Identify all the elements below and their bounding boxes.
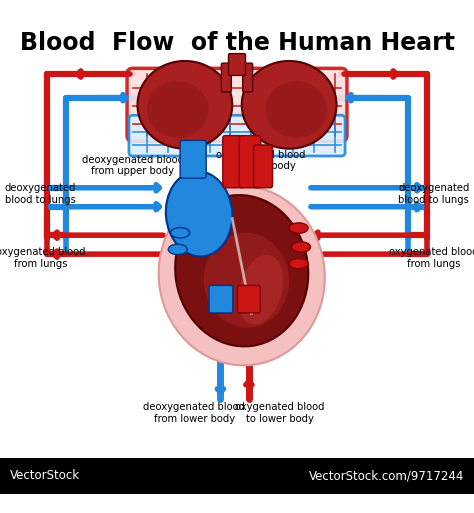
Text: deoxygenated
blood to lungs: deoxygenated blood to lungs [5,183,76,205]
Text: deoxygenated blood
from upper body: deoxygenated blood from upper body [82,154,184,176]
FancyBboxPatch shape [254,145,273,188]
FancyBboxPatch shape [243,63,253,92]
FancyBboxPatch shape [237,285,260,313]
Text: Blood  Flow  of the Human Heart: Blood Flow of the Human Heart [19,31,455,55]
Text: deoxygenated blood
from lower body: deoxygenated blood from lower body [143,403,246,424]
Ellipse shape [238,255,283,324]
FancyBboxPatch shape [223,135,244,188]
FancyBboxPatch shape [127,68,347,141]
FancyBboxPatch shape [228,54,246,75]
FancyBboxPatch shape [180,141,206,179]
Ellipse shape [289,259,308,269]
Ellipse shape [171,228,190,238]
Text: oxygenated blood
to upper body: oxygenated blood to upper body [216,150,305,171]
Ellipse shape [289,223,308,233]
FancyBboxPatch shape [239,135,261,188]
Text: oxygenated blood
from lungs: oxygenated blood from lungs [389,247,474,269]
Ellipse shape [159,186,325,365]
Text: oxygenated blood
from lungs: oxygenated blood from lungs [0,247,85,269]
FancyBboxPatch shape [209,285,233,313]
Ellipse shape [265,81,327,138]
Ellipse shape [168,244,187,254]
Text: oxygenated blood
to lower body: oxygenated blood to lower body [235,403,324,424]
Bar [0,458,474,494]
Ellipse shape [137,61,232,149]
Ellipse shape [242,61,337,149]
Ellipse shape [292,242,310,252]
Ellipse shape [204,233,289,328]
FancyBboxPatch shape [221,63,231,92]
Ellipse shape [147,81,209,138]
Text: VectorStock.com/9717244: VectorStock.com/9717244 [309,469,465,482]
Ellipse shape [175,195,308,346]
Text: VectorStock: VectorStock [9,469,80,482]
Ellipse shape [166,171,232,256]
Text: deoxygenated
blood to lungs: deoxygenated blood to lungs [398,183,469,205]
FancyBboxPatch shape [129,115,345,156]
